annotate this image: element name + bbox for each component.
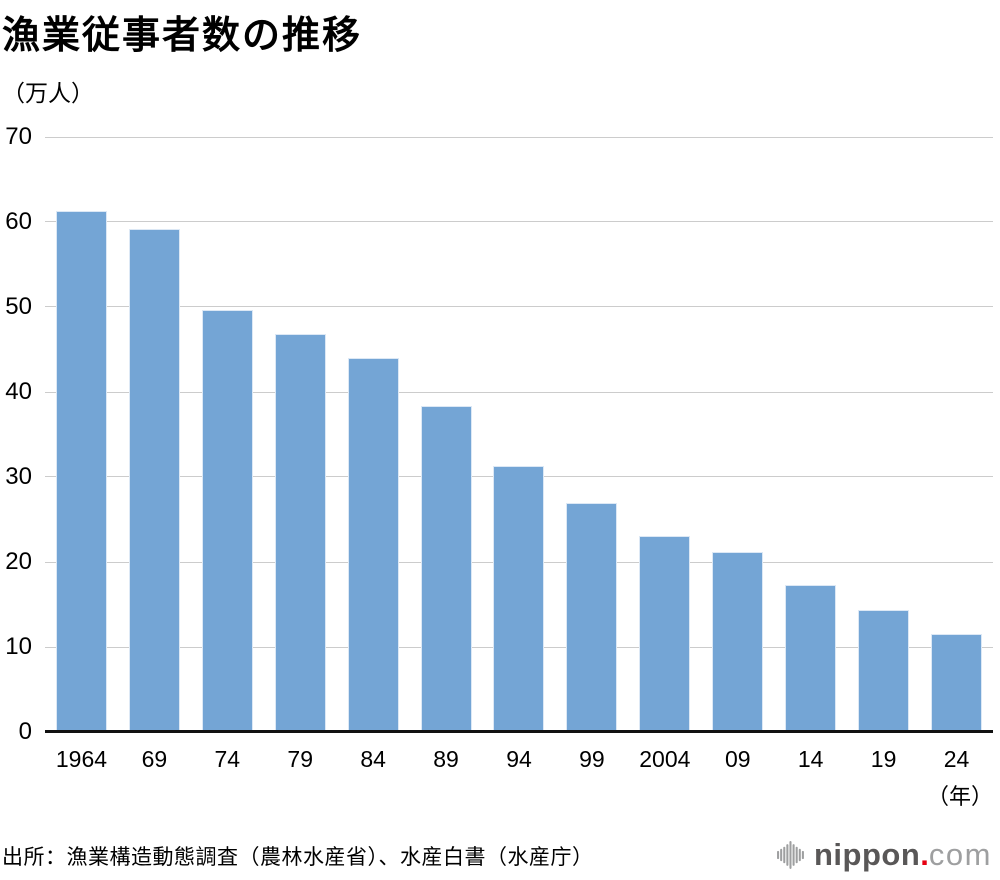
x-tick-label-94: 94 xyxy=(506,746,532,772)
y-tick-label-70: 70 xyxy=(5,123,32,150)
bar-99 xyxy=(566,502,618,732)
bar-94 xyxy=(493,465,545,732)
y-tick-label-20: 20 xyxy=(5,548,32,575)
bar-slot-1964 xyxy=(45,137,118,732)
bar-slot-89 xyxy=(410,137,483,732)
bar-89 xyxy=(420,406,472,732)
y-tick-label-30: 30 xyxy=(5,462,32,490)
bar-09 xyxy=(712,551,764,732)
logo-text-nippon: nippon xyxy=(814,837,921,872)
bar-24 xyxy=(931,634,983,732)
gridline-y50 xyxy=(45,306,993,308)
bar-74 xyxy=(201,309,253,732)
bar-84 xyxy=(347,358,399,732)
y-tick-label-40: 40 xyxy=(5,378,32,405)
x-axis-labels: 1964 69 74 79 84 89 94 99 2004 09 14 19 24 xyxy=(45,743,993,775)
bar-slot-69 xyxy=(118,137,191,732)
x-tick-label-89: 89 xyxy=(433,746,459,772)
bar-1964 xyxy=(55,210,107,732)
y-axis-labels: 70 60 50 40 30 20 10 0 xyxy=(0,124,32,745)
y-tick-label-60: 60 xyxy=(5,207,32,235)
source-note: 出所：漁業構造動態調査（農林水産省）、水産白書（水産庁） xyxy=(2,846,594,869)
y-tick-label-10: 10 xyxy=(5,633,32,660)
logo-text-com: com xyxy=(928,837,992,872)
x-tick-label-14: 14 xyxy=(797,746,824,772)
bar-79 xyxy=(274,334,326,732)
x-tick-label-2004: 2004 xyxy=(639,746,691,772)
x-tick-label-24: 24 xyxy=(943,746,970,772)
x-tick-label-09: 09 xyxy=(724,746,751,772)
bar-slot-84 xyxy=(337,137,410,732)
nippon-logo: nippon.com xyxy=(777,838,992,872)
x-tick-label-19: 19 xyxy=(870,746,897,772)
y-tick-label-50: 50 xyxy=(5,292,32,320)
gridline-y60 xyxy=(45,221,993,223)
x-tick-label-1964: 1964 xyxy=(55,746,108,772)
bar-slot-14 xyxy=(774,137,847,732)
bar-slot-2004 xyxy=(628,137,701,732)
bar-slot-74 xyxy=(191,137,264,732)
plot-area xyxy=(45,136,993,733)
bar-slot-24 xyxy=(920,137,993,732)
bar-slot-99 xyxy=(555,137,628,732)
x-tick-label-74: 74 xyxy=(214,746,241,772)
gridline-y70 xyxy=(45,136,993,138)
bars-container xyxy=(45,137,993,732)
soundwave-icon xyxy=(777,841,804,869)
x-tick-label-99: 99 xyxy=(579,746,605,772)
bar-slot-94 xyxy=(483,137,556,732)
logo-wordmark: nippon.com xyxy=(814,838,992,872)
gridline-y40 xyxy=(45,391,993,393)
bar-14 xyxy=(785,584,837,732)
chart-title: 漁業従事者数の推移 xyxy=(2,15,363,57)
bar-slot-09 xyxy=(701,137,774,732)
bar-slot-79 xyxy=(264,137,337,732)
x-tick-label-79: 79 xyxy=(287,746,314,772)
bar-slot-19 xyxy=(847,137,920,732)
y-axis-unit-label: （万人） xyxy=(2,80,94,106)
y-tick-label-0: 0 xyxy=(18,718,32,745)
logo-dot: . xyxy=(920,837,929,872)
bar-19 xyxy=(858,609,910,732)
x-tick-label-69: 69 xyxy=(141,746,168,772)
bar-2004 xyxy=(639,535,691,732)
bar-69 xyxy=(128,228,180,732)
x-axis-unit-label: （年） xyxy=(926,784,993,809)
x-tick-label-84: 84 xyxy=(360,746,386,772)
